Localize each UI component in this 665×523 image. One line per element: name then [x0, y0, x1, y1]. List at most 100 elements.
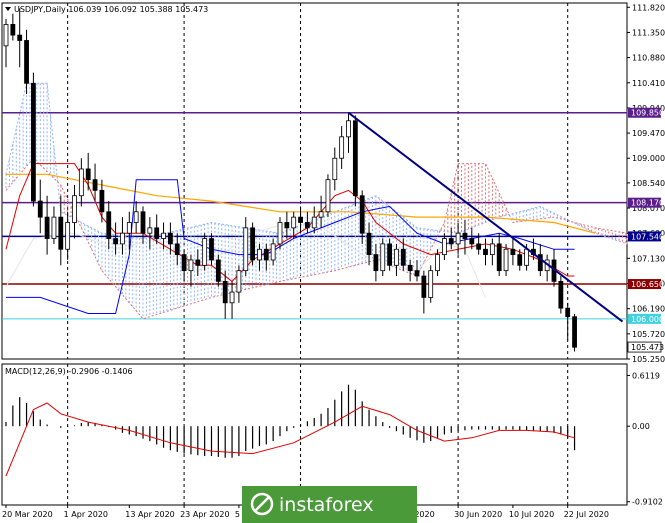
candle — [359, 195, 365, 234]
candle — [304, 222, 310, 229]
candle — [400, 248, 406, 266]
trendline — [347, 111, 624, 323]
macd-signal — [5, 402, 575, 477]
candle — [222, 280, 228, 304]
level-tag-label: 106.650 — [631, 280, 664, 289]
candle — [448, 238, 454, 245]
candle — [243, 227, 249, 272]
candle — [380, 243, 386, 272]
level-tag — [628, 279, 661, 290]
candle — [99, 189, 105, 213]
candle — [572, 316, 577, 348]
macd-signal-line — [5, 402, 575, 477]
candle — [51, 216, 57, 239]
candle — [120, 232, 125, 245]
current-price-label: 105.473 — [631, 343, 664, 352]
level-tag — [628, 231, 661, 242]
time-tick-label: 22 Jul 2020 — [564, 510, 609, 519]
price-axis: 111.820111.350110.880110.410109.940109.4… — [627, 3, 665, 364]
price-tick-label: 105.720 — [632, 330, 665, 339]
candles — [3, 8, 577, 352]
candle — [346, 120, 351, 138]
candle — [366, 232, 372, 256]
candle — [154, 227, 160, 239]
candle — [133, 211, 139, 223]
senkou-span-a — [5, 82, 628, 245]
candle — [517, 254, 523, 266]
candle — [318, 211, 324, 218]
candle — [483, 248, 488, 256]
candle — [311, 216, 317, 229]
candle — [58, 216, 64, 250]
price-tick-label: 107.130 — [632, 254, 665, 263]
candle — [469, 238, 475, 245]
candle — [524, 248, 529, 266]
candle — [37, 200, 43, 218]
macd-axis: 0.6119 0.00 -0.9102 — [627, 371, 663, 507]
candle — [92, 179, 98, 191]
macd-pane — [1, 363, 628, 506]
candle — [202, 238, 208, 266]
candle — [17, 34, 23, 41]
symbol-line: USDJPY,Daily 106.039 106.092 105.388 105… — [14, 5, 208, 14]
candle — [387, 243, 393, 266]
level-tag — [628, 197, 661, 208]
candle — [250, 227, 256, 261]
candle — [277, 222, 283, 245]
time-tick-label: 23 Apr 2020 — [180, 510, 229, 519]
candle — [140, 211, 146, 234]
time-tick-label: 10 Jul 2020 — [509, 510, 554, 519]
current-price-tag — [627, 341, 662, 353]
price-vertical-grid — [67, 3, 569, 359]
level-tag — [628, 313, 661, 324]
candle — [510, 248, 516, 256]
dropdown-triangle-icon[interactable] — [5, 7, 11, 11]
candle — [462, 232, 468, 239]
price-pane — [1, 2, 628, 360]
candle — [161, 232, 166, 239]
level-tag-label: 109.850 — [631, 109, 664, 118]
candle — [332, 157, 338, 181]
macd-histogram — [5, 384, 576, 458]
time-tick-label: 30 Jun 2020 — [454, 510, 502, 519]
candle — [489, 243, 495, 256]
macd-tick-label: 0.00 — [632, 422, 650, 431]
macd-tick-label: 0.6119 — [632, 371, 660, 380]
candle — [270, 243, 276, 261]
candle — [373, 254, 379, 272]
candle — [174, 243, 180, 256]
candle — [209, 238, 214, 261]
candle — [113, 238, 118, 245]
candle — [291, 216, 297, 229]
price-tick-label: 105.250 — [632, 355, 665, 364]
candle — [188, 259, 194, 272]
price-tick-label: 108.540 — [632, 179, 665, 188]
candle — [325, 179, 331, 213]
time-tick-label: 13 Apr 2020 — [125, 510, 174, 519]
candle — [496, 243, 502, 272]
price-tick-label: 111.820 — [632, 3, 665, 12]
candle — [441, 238, 447, 256]
candle — [147, 227, 153, 234]
candle — [537, 254, 543, 272]
candle — [558, 280, 564, 309]
symbol-header: USDJPY,Daily 106.039 106.092 105.388 105… — [5, 5, 208, 14]
candle — [24, 40, 29, 84]
candle — [565, 307, 571, 318]
time-tick-label: 1 Apr 2020 — [64, 510, 108, 519]
price-tick-label: 108.070 — [632, 204, 665, 213]
level-tag-label: 108.170 — [631, 199, 664, 208]
candle — [106, 211, 112, 239]
candle — [455, 232, 461, 245]
level-tag — [628, 107, 661, 118]
candle — [78, 168, 84, 197]
candle — [126, 222, 132, 234]
candle — [339, 136, 345, 159]
instaforex-logo-icon — [250, 492, 274, 516]
candle — [394, 248, 399, 266]
candle — [181, 254, 187, 272]
macd-tick-label: -0.9102 — [632, 498, 663, 507]
candle — [10, 24, 16, 36]
watermark-text: instaforex — [279, 494, 374, 516]
